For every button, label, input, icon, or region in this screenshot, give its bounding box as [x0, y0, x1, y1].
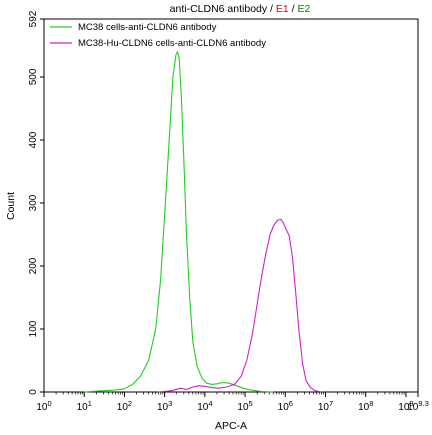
title-part-1: E1	[276, 3, 289, 15]
y-tick-label: 100	[28, 320, 39, 337]
series-line-mc38-hu-cldn6	[158, 218, 322, 393]
x-tick-label: 100	[36, 399, 51, 413]
y-axis-ticks: 0 100 200 300 400 500 592	[28, 10, 44, 395]
series-layer	[84, 51, 322, 393]
x-tick-label: 104	[197, 399, 212, 413]
y-axis-label: Count	[5, 192, 17, 220]
x-tick-label: 107	[318, 399, 333, 413]
x-tick-label: 108	[358, 399, 373, 413]
series-line-mc38	[84, 51, 274, 393]
chart-title: anti-CLDN6 antibody / E1 / E2	[170, 3, 311, 15]
x-tick-label: 109.3	[407, 399, 429, 413]
x-axis-label: APC-A	[215, 420, 247, 432]
x-tick-label: 109	[398, 399, 413, 413]
x-tick-label: 102	[117, 399, 132, 413]
legend: MC38 cells-anti-CLDN6 antibody MC38-Hu-C…	[50, 22, 266, 49]
y-tick-label: 400	[28, 131, 39, 148]
y-tick-label: 300	[28, 194, 39, 211]
x-tick-label: 103	[157, 399, 172, 413]
legend-label-mc38: MC38 cells-anti-CLDN6 antibody	[78, 22, 217, 33]
x-tick-label: 106	[278, 399, 293, 413]
title-part-3: E2	[298, 3, 311, 15]
x-tick-label: 101	[77, 399, 92, 413]
title-part-0: anti-CLDN6 antibody /	[170, 3, 276, 15]
y-tick-label: 0	[28, 389, 39, 395]
y-tick-label: 500	[28, 68, 39, 85]
x-tick-label: 105	[237, 399, 252, 413]
title-part-2: /	[289, 3, 298, 15]
plot-frame	[43, 18, 419, 393]
y-tick-label: 592	[28, 10, 39, 27]
y-tick-label: 200	[28, 257, 39, 274]
legend-label-mc38-hu-cldn6: MC38-Hu-CLDN6 cells-anti-CLDN6 antibody	[78, 38, 266, 49]
